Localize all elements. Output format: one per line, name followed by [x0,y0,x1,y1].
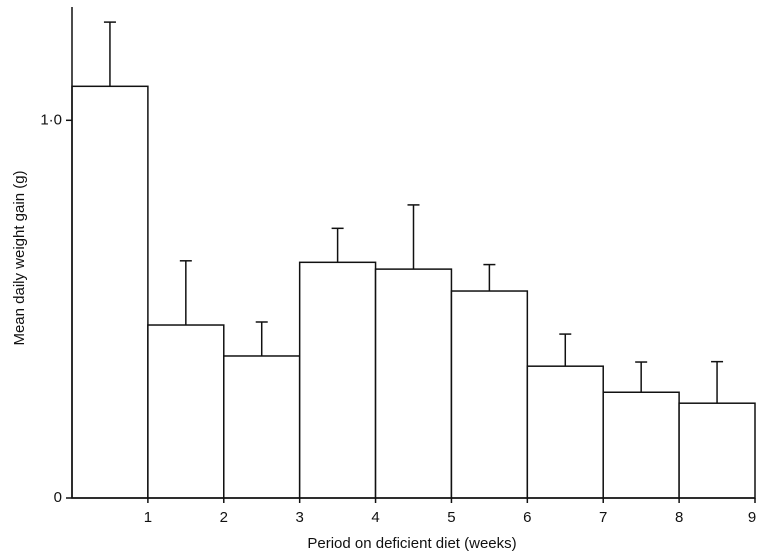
y-axis-label: Mean daily weight gain (g) [11,170,28,345]
x-tick-label: 6 [523,509,531,526]
bar [298,261,377,499]
x-axis-label: Period on deficient diet (weeks) [307,535,516,552]
bar [602,391,680,499]
x-tick-label: 1 [144,509,152,526]
bar [678,402,756,499]
bar [147,324,225,499]
bar [450,290,529,499]
x-tick-label: 2 [220,509,228,526]
x-tick-label: 8 [675,509,683,526]
bar [374,268,453,499]
bar [223,355,301,499]
y-tick-label: 1·0 [40,111,62,128]
x-tick-label: 3 [295,509,303,526]
y-tick-label: 0 [54,489,62,506]
x-tick-label: 9 [748,509,756,526]
bar [526,365,604,499]
x-tick-label: 7 [599,509,607,526]
x-tick-label: 4 [371,509,379,526]
bar [71,85,149,499]
x-tick-label: 5 [447,509,455,526]
